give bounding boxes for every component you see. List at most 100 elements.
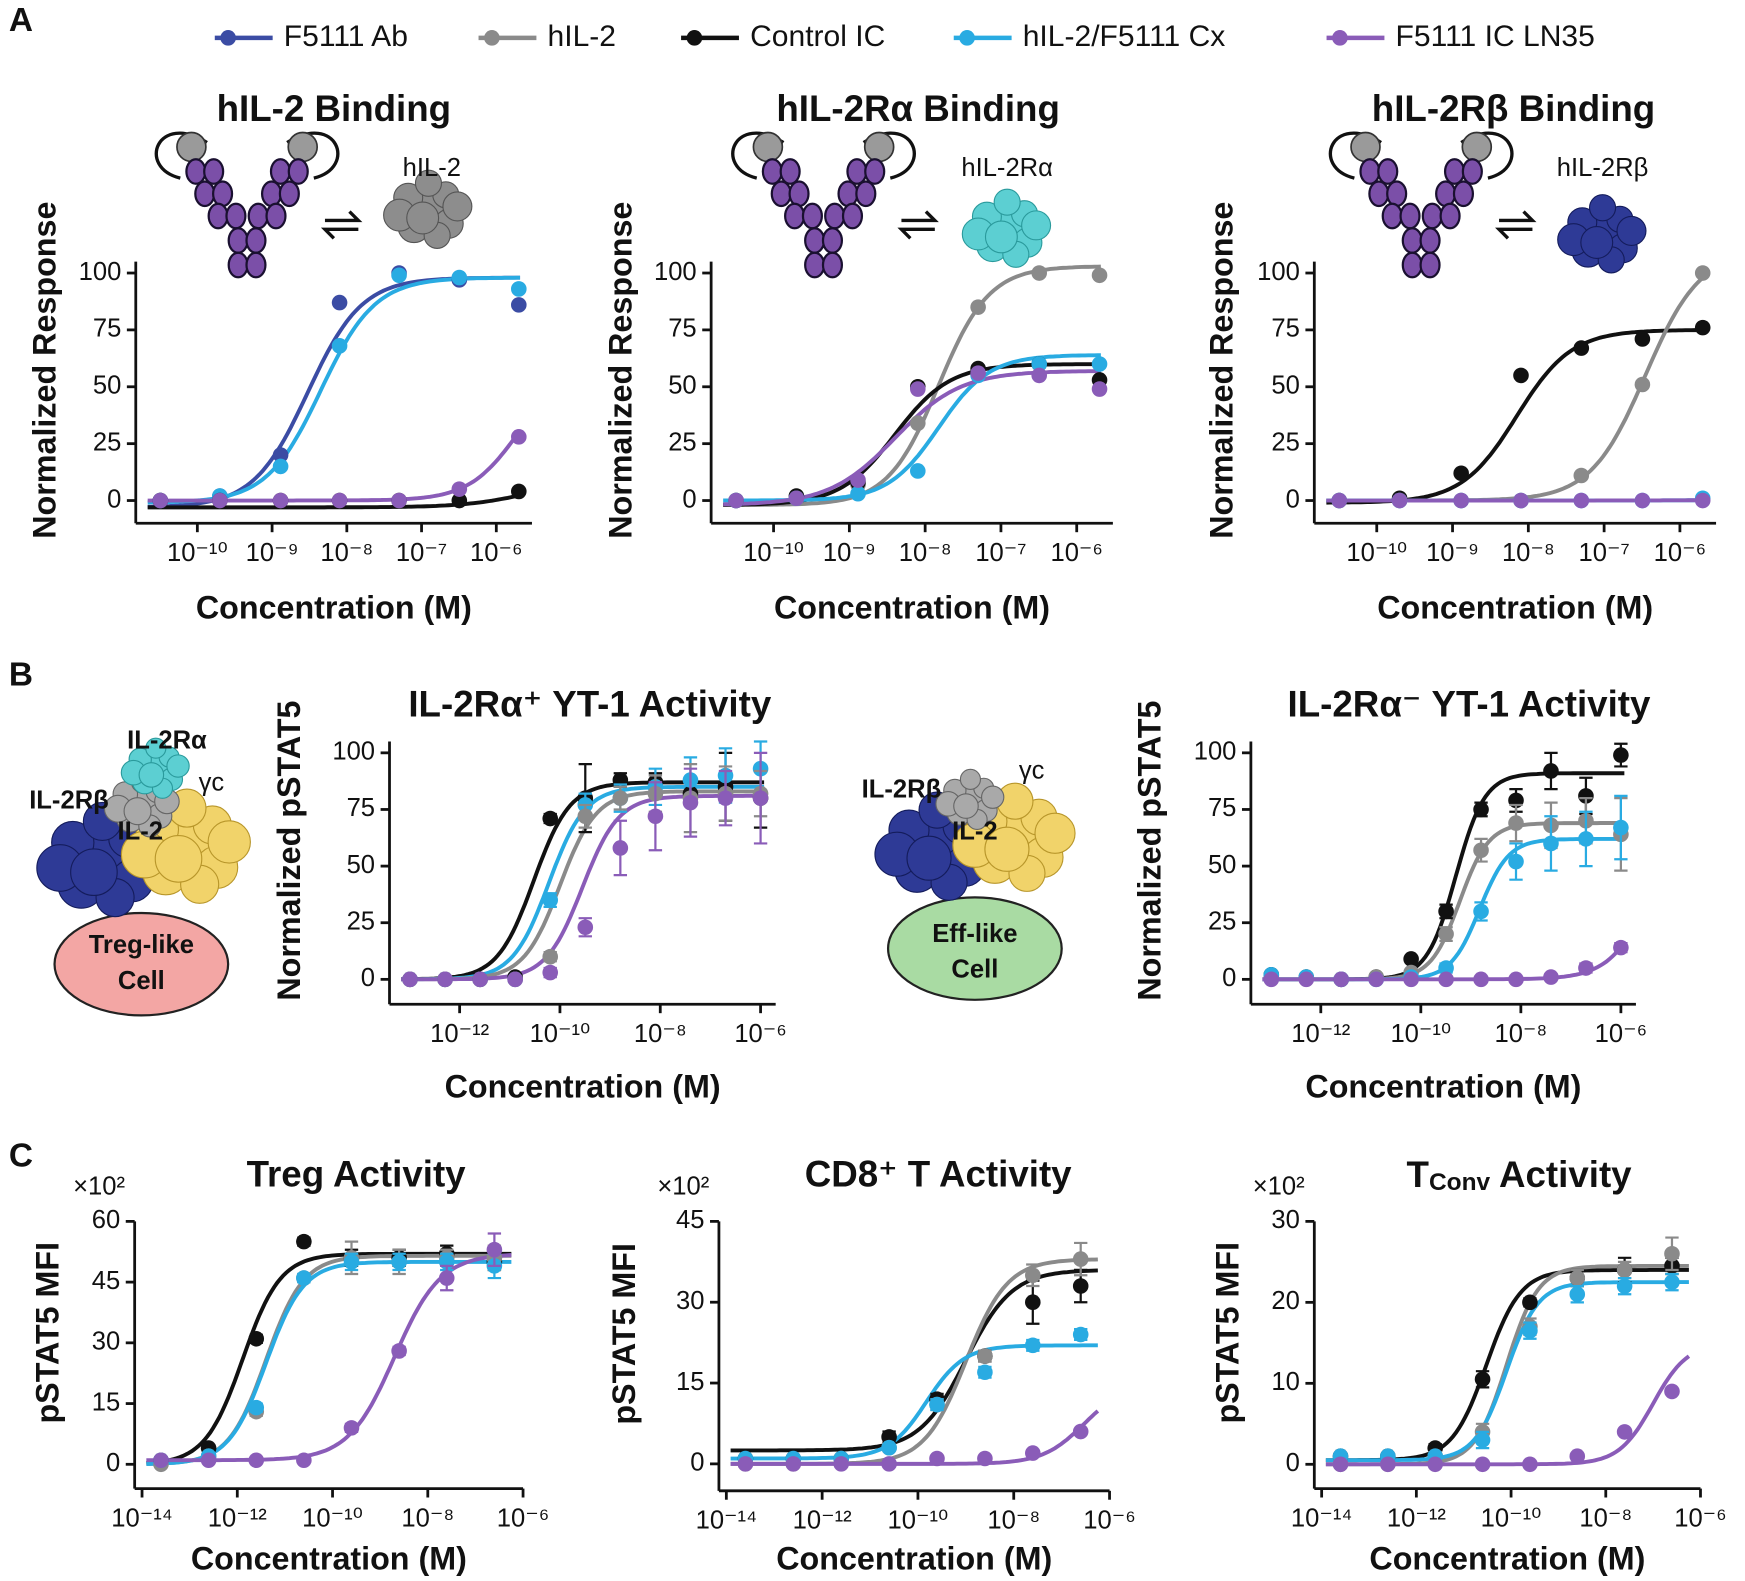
data-point bbox=[451, 481, 468, 497]
data-point bbox=[1569, 1448, 1586, 1464]
data-point bbox=[331, 294, 348, 311]
data-point bbox=[1473, 971, 1489, 988]
data-point bbox=[1031, 367, 1048, 384]
antibody-antigen bbox=[1350, 131, 1381, 163]
annotation: hIL-2Rβ bbox=[1557, 154, 1649, 182]
legend-swatch-dot bbox=[959, 30, 975, 46]
antibody-domain bbox=[1461, 158, 1483, 185]
data-point bbox=[1474, 1371, 1491, 1388]
data-point bbox=[1578, 831, 1594, 847]
data-point bbox=[1091, 381, 1108, 397]
antibody-domain bbox=[841, 202, 864, 230]
data-point bbox=[1508, 971, 1524, 988]
antibody-domain bbox=[225, 202, 247, 230]
chart-title: hIL-2Rα Binding bbox=[776, 88, 1060, 129]
data-point bbox=[511, 297, 527, 313]
x-axis-title: Concentration (M) bbox=[1305, 1068, 1581, 1104]
data-point bbox=[850, 472, 866, 488]
data-point bbox=[542, 948, 559, 965]
data-point bbox=[647, 808, 664, 825]
antibody-antigen bbox=[287, 131, 319, 163]
equilibrium-arrow bbox=[1499, 210, 1537, 223]
x-axis-title: Concentration (M) bbox=[774, 590, 1050, 626]
protein-blob bbox=[166, 754, 190, 778]
protein-blob bbox=[442, 191, 473, 222]
protein-blob bbox=[145, 737, 167, 759]
data-point bbox=[1543, 763, 1559, 779]
data-point bbox=[1403, 971, 1419, 988]
antibody-domain bbox=[185, 158, 207, 185]
y-tick-label: 15 bbox=[676, 1368, 704, 1396]
panel-label: A bbox=[9, 2, 33, 39]
antibody-domain bbox=[1419, 251, 1441, 279]
data-point bbox=[343, 1420, 360, 1436]
protein-blob bbox=[207, 820, 251, 864]
data-point bbox=[612, 840, 629, 856]
data-point bbox=[402, 971, 418, 988]
data-point bbox=[1438, 903, 1454, 920]
data-point bbox=[1298, 971, 1315, 988]
data-point bbox=[1664, 1383, 1680, 1400]
antibody-domain bbox=[761, 158, 783, 185]
x-tick-label: 10⁻⁶ bbox=[1050, 539, 1103, 567]
data-point bbox=[272, 492, 289, 509]
x-tick-label: 10⁻⁷ bbox=[975, 539, 1026, 567]
fit-curve bbox=[146, 1253, 512, 1466]
x-tick-label: 10⁻⁸ bbox=[1579, 1505, 1632, 1533]
data-point bbox=[1634, 492, 1651, 509]
x-tick-label: 10⁻⁶ bbox=[1674, 1505, 1727, 1533]
legend-swatch-dot bbox=[1332, 30, 1348, 46]
y-tick-label: 100 bbox=[79, 258, 122, 286]
data-point bbox=[1513, 367, 1529, 384]
x-tick-label: 10⁻⁶ bbox=[470, 539, 523, 567]
chart-title: hIL-2Rβ Binding bbox=[1372, 88, 1655, 129]
protein-blob bbox=[414, 169, 443, 197]
data-point bbox=[1427, 1456, 1443, 1473]
annotation: IL-2Rβ bbox=[862, 775, 942, 803]
x-tick-label: 10⁻¹⁰ bbox=[167, 539, 228, 567]
axis-multiplier: ×10² bbox=[657, 1173, 709, 1201]
protein-blob bbox=[406, 201, 440, 235]
data-point bbox=[717, 790, 734, 806]
x-tick-label: 10⁻¹² bbox=[430, 1020, 489, 1048]
x-tick-label: 10⁻⁸ bbox=[1494, 1020, 1547, 1048]
data-point bbox=[1391, 492, 1408, 509]
data-point bbox=[451, 269, 468, 286]
y-tick-label: 0 bbox=[1286, 1449, 1300, 1477]
data-point bbox=[577, 808, 594, 825]
antibody-domain bbox=[203, 158, 225, 185]
data-point bbox=[1403, 951, 1419, 967]
y-axis-title: pSTAT5 MFI bbox=[606, 1243, 642, 1425]
data-point bbox=[1573, 340, 1590, 356]
y-tick-label: 15 bbox=[92, 1388, 120, 1416]
data-point bbox=[1543, 835, 1559, 852]
data-point bbox=[1380, 1456, 1396, 1473]
data-point bbox=[1613, 939, 1629, 956]
antibody-domain bbox=[1421, 202, 1443, 230]
y-tick-label: 100 bbox=[1257, 258, 1300, 286]
protein-blob bbox=[1021, 210, 1052, 241]
panel-label: B bbox=[9, 657, 33, 694]
legend-swatch-dot bbox=[220, 30, 236, 46]
protein-blob bbox=[981, 785, 1005, 809]
x-tick-label: 10⁻⁷ bbox=[396, 539, 447, 567]
data-point bbox=[391, 1254, 407, 1270]
y-tick-label: 100 bbox=[332, 738, 375, 766]
legend-label: F5111 IC LN35 bbox=[1396, 20, 1595, 53]
antibody-domain bbox=[1443, 158, 1466, 185]
y-tick-label: 75 bbox=[1271, 315, 1299, 343]
x-tick-label: 10⁻⁸ bbox=[899, 539, 952, 567]
protein-blob bbox=[984, 826, 1030, 872]
annotation: Cell bbox=[118, 967, 165, 995]
protein-blob bbox=[1034, 812, 1076, 854]
x-tick-label: 10⁻⁶ bbox=[497, 1505, 550, 1533]
y-tick-label: 0 bbox=[1286, 485, 1300, 513]
data-point bbox=[1091, 267, 1108, 284]
antibody-domain bbox=[788, 180, 810, 208]
x-axis-title: Concentration (M) bbox=[196, 590, 472, 626]
data-point bbox=[391, 1343, 407, 1359]
antibody-domain bbox=[260, 180, 283, 208]
annotation: IL-2 bbox=[117, 818, 163, 846]
protein-blob bbox=[1588, 194, 1617, 222]
data-point bbox=[248, 1399, 265, 1416]
